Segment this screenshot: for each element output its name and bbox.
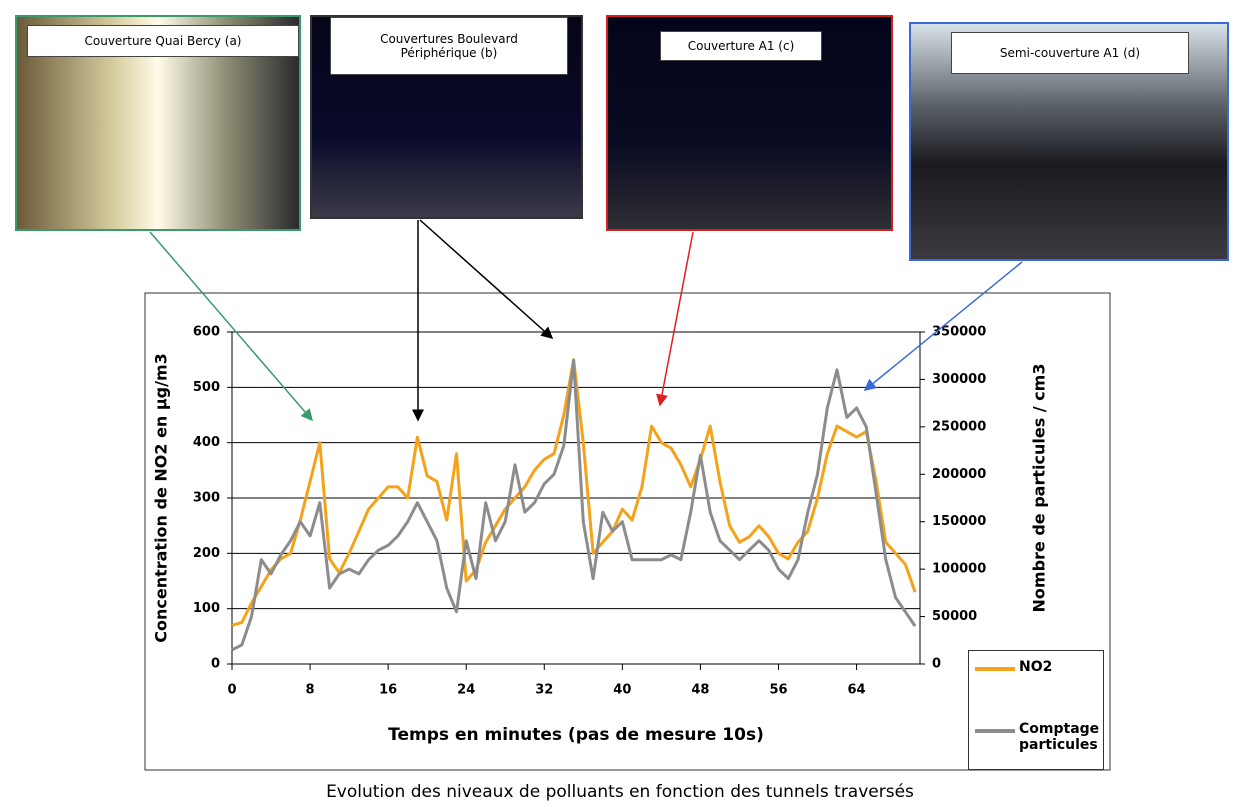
y-tick-label: 600: [193, 325, 220, 340]
photo-caption: Semi-couverture A1 (d): [951, 32, 1189, 74]
y-tick-label: 200: [193, 546, 220, 561]
y-tick-label: 300: [193, 491, 220, 506]
x-tick-label: 40: [613, 683, 631, 698]
x-tick-label: 16: [379, 683, 397, 698]
y-axis-label: Concentration de NO2 en µg/m3: [152, 353, 171, 643]
y2-axis-label: Nombre de particules / cm3: [1030, 364, 1049, 613]
y2-tick-label: 0: [932, 657, 941, 672]
y2-tick-label: 150000: [932, 514, 986, 529]
legend-item: Comptage particules: [975, 721, 1105, 753]
chart-frame: [144, 292, 1111, 771]
y2-tick-label: 200000: [932, 467, 986, 482]
legend: NO2 Comptage particules: [968, 650, 1104, 770]
photo-caption: Couverture A1 (c): [660, 31, 822, 61]
arrow: [419, 219, 554, 339]
y2-tick-label: 50000: [932, 609, 977, 624]
y2-tick-label: 250000: [932, 419, 986, 434]
y2-tick-label: 350000: [932, 325, 986, 340]
y2-tick-label: 300000: [932, 372, 986, 387]
x-tick-label: 0: [227, 683, 236, 698]
x-tick-label: 64: [848, 683, 866, 698]
photo: Couverture Quai Bercy (a): [15, 15, 301, 231]
x-tick-label: 56: [769, 683, 787, 698]
legend-label: Comptage particules: [1019, 721, 1100, 753]
legend-swatch: [975, 729, 1015, 733]
x-tick-label: 24: [457, 683, 475, 698]
y-tick-label: 400: [193, 435, 220, 450]
legend-label: NO2: [1019, 659, 1053, 675]
x-axis-label: Temps en minutes (pas de mesure 10s): [388, 725, 764, 745]
arrow: [863, 261, 1023, 391]
y-tick-label: 500: [193, 380, 220, 395]
x-tick-label: 48: [691, 683, 709, 698]
photo: Couverture A1 (c): [606, 15, 893, 231]
caption: Evolution des niveaux de polluants en fo…: [326, 782, 914, 802]
photo: Semi-couverture A1 (d): [909, 22, 1229, 261]
photo: Couvertures Boulevard Périphérique (b): [310, 15, 583, 219]
legend-item: NO2: [975, 659, 1105, 675]
legend-swatch: [975, 667, 1015, 671]
x-tick-label: 8: [306, 683, 315, 698]
arrow: [656, 231, 694, 407]
series-line: [231, 359, 917, 652]
photo-caption: Couverture Quai Bercy (a): [27, 25, 299, 57]
y-tick-label: 100: [193, 601, 220, 616]
series-line: [231, 358, 917, 627]
y2-tick-label: 100000: [932, 562, 986, 577]
photo-caption: Couvertures Boulevard Périphérique (b): [330, 17, 568, 75]
y-tick-label: 0: [211, 657, 220, 672]
x-tick-label: 32: [535, 683, 553, 698]
arrow: [149, 231, 313, 422]
